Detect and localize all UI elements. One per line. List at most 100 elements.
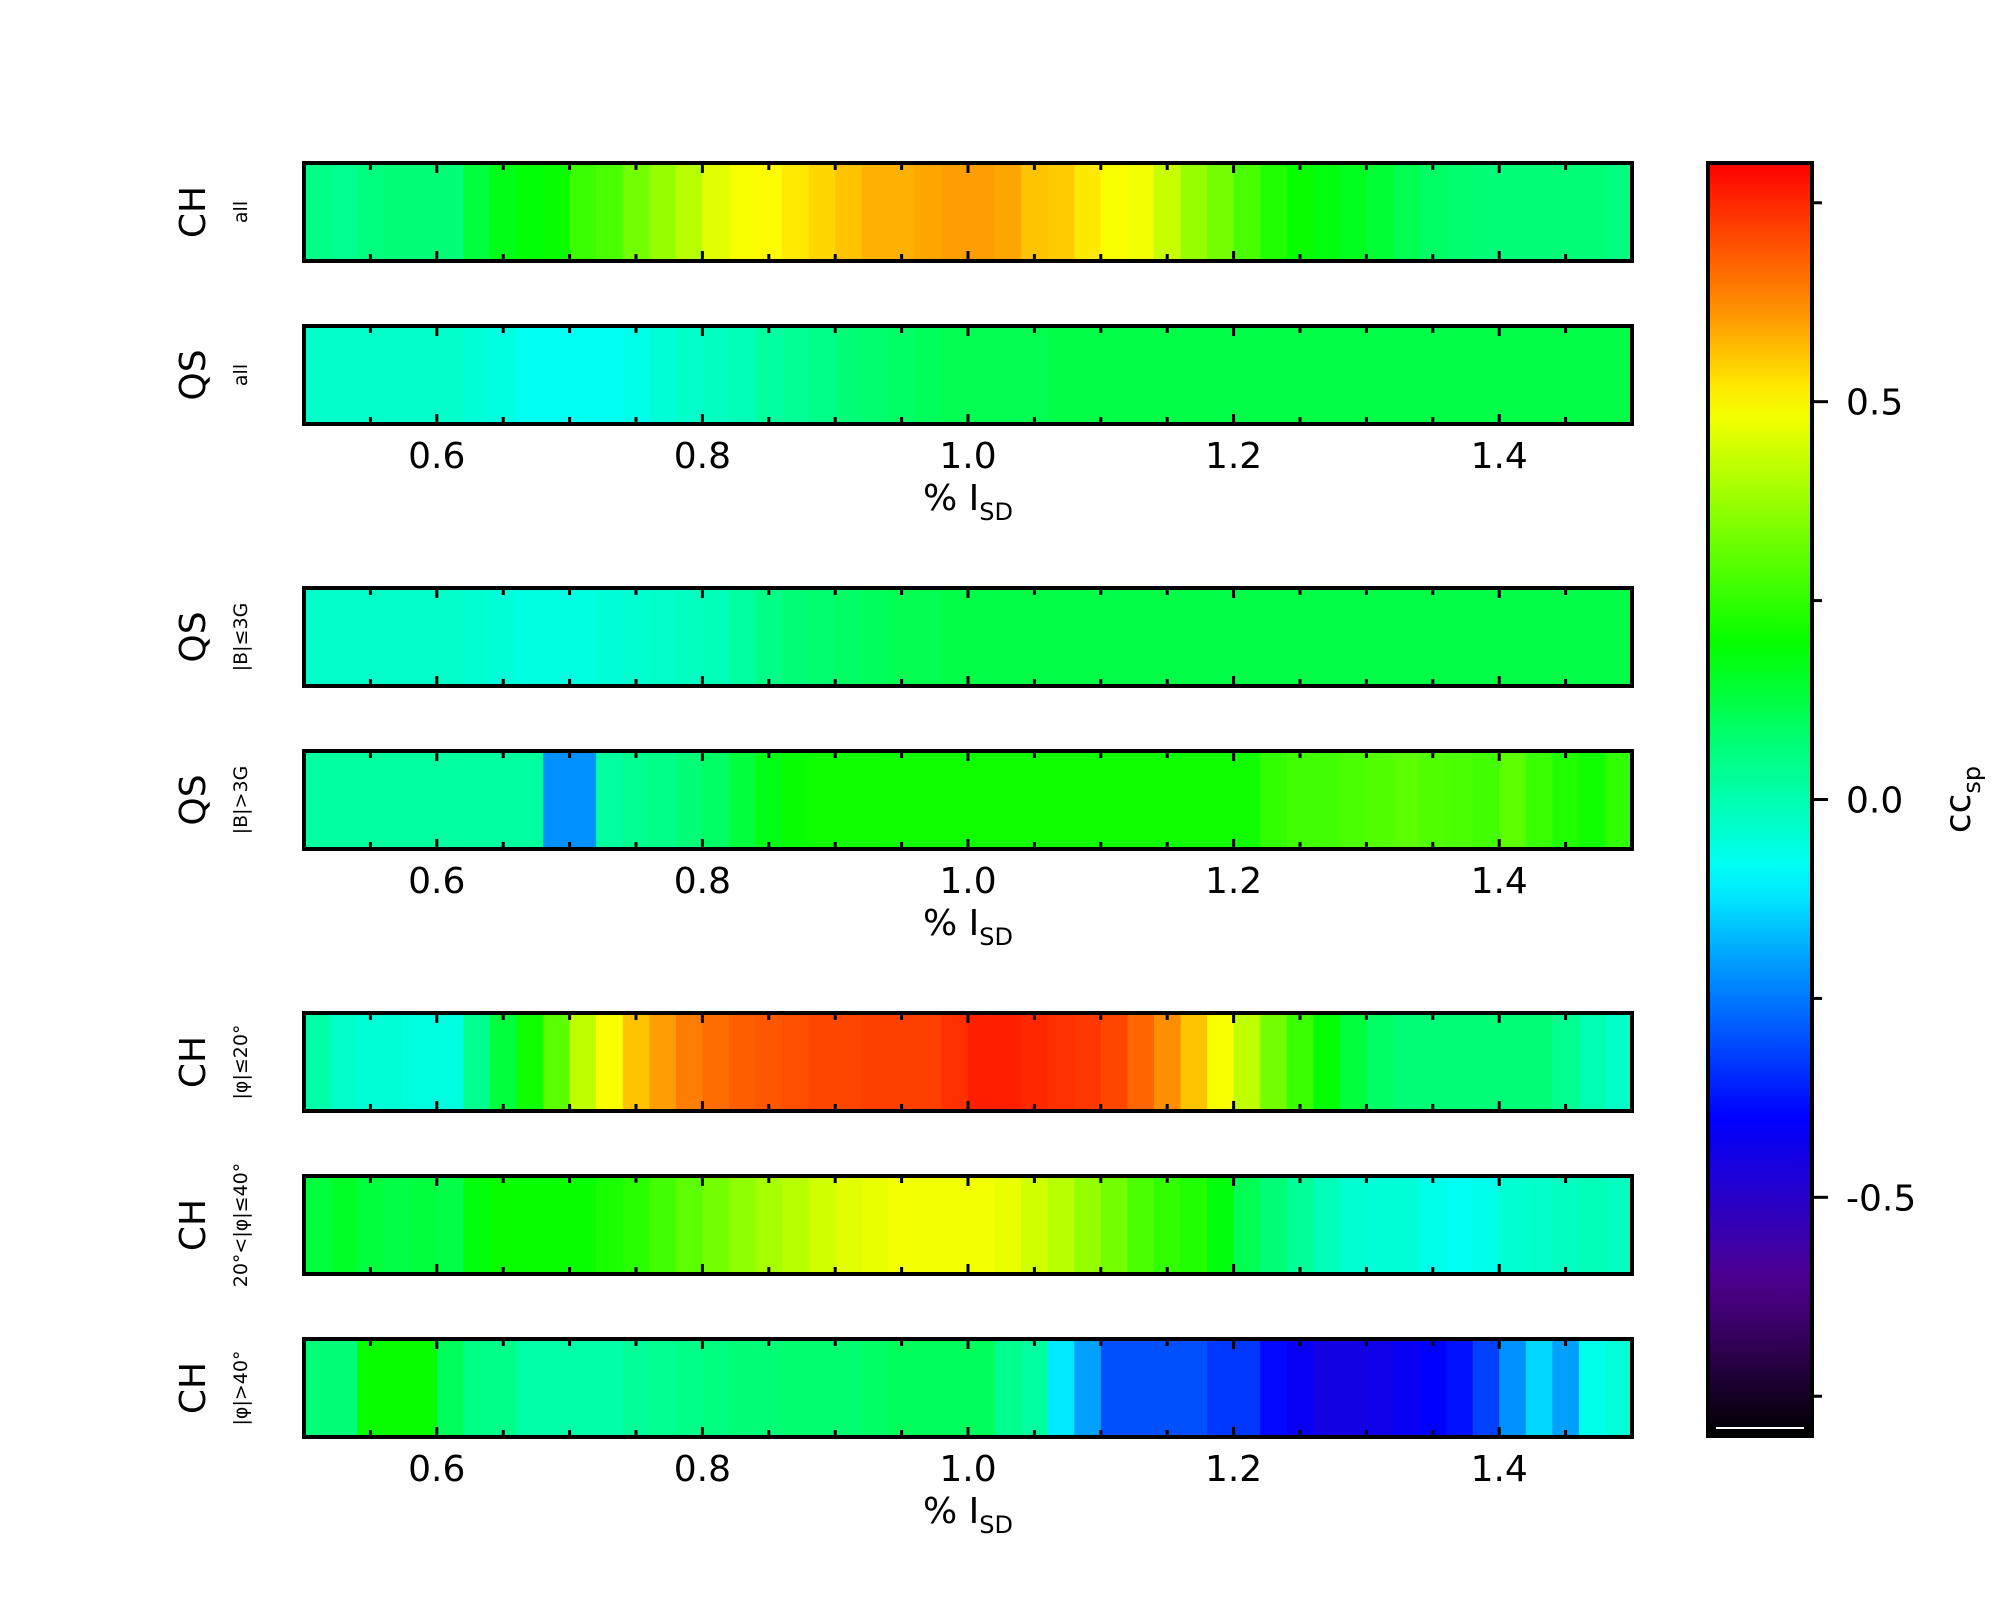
heatmap-cell <box>1525 588 1553 686</box>
heatmap-cell <box>1605 1013 1633 1111</box>
heatmap-cell <box>1260 1013 1288 1111</box>
heatmap-cell <box>994 751 1022 849</box>
heatmap-cell <box>1047 1339 1075 1437</box>
heatmap-cell <box>1153 163 1182 261</box>
heatmap-cell <box>1100 588 1128 686</box>
heatmap-row: CH all <box>173 161 1634 263</box>
heatmap-cell <box>410 163 438 261</box>
heatmap-cell <box>1021 163 1049 261</box>
heatmap-cell <box>1260 163 1288 261</box>
heatmap-cell <box>1233 326 1261 424</box>
heatmap-cell <box>1525 1176 1553 1274</box>
row-sublabel: |φ|>40° <box>230 1351 252 1426</box>
heatmap-cell <box>1127 1176 1155 1274</box>
x-tick-label: 1.4 <box>1471 861 1528 902</box>
heatmap-cell <box>1366 163 1394 261</box>
heatmap-cell <box>1074 1339 1102 1437</box>
heatmap-cell <box>489 751 518 849</box>
heatmap-cell <box>463 1013 491 1111</box>
heatmap-cell <box>622 588 650 686</box>
heatmap-cell <box>1499 1339 1527 1437</box>
heatmap-cell <box>543 1176 571 1274</box>
panel-frame <box>302 324 1634 426</box>
heatmap-cell <box>304 326 332 424</box>
heatmap-cell <box>888 588 916 686</box>
heatmap-cell <box>728 751 757 849</box>
heatmap-cell <box>702 588 730 686</box>
x-tick-label: 0.6 <box>408 436 465 477</box>
heatmap-cell <box>1392 326 1421 424</box>
heatmap-cell <box>516 1013 544 1111</box>
row-sublabel: all <box>230 364 252 386</box>
heatmap-cell <box>1153 326 1182 424</box>
colorbar-tick-label: -0.5 <box>1846 1178 1916 1219</box>
heatmap-cell <box>543 588 571 686</box>
heatmap-cell <box>569 1176 597 1274</box>
heatmap-cell <box>304 163 332 261</box>
heatmap-cell <box>1578 163 1607 261</box>
heatmap-cell <box>489 1013 518 1111</box>
heatmap-cell <box>1233 1339 1261 1437</box>
heatmap-cell <box>968 1176 996 1274</box>
panel-frame <box>302 161 1634 263</box>
heatmap-cell <box>383 751 411 849</box>
heatmap-cell <box>941 751 969 849</box>
heatmap-cell <box>516 1339 544 1437</box>
row-label: CH <box>173 186 214 238</box>
heatmap-cell <box>1605 588 1633 686</box>
colorbar: -0.5 0.0 0.5 ccsp <box>1706 161 1986 1438</box>
heatmap-cell <box>1260 1176 1288 1274</box>
heatmap-cell <box>675 1013 703 1111</box>
heatmap-cell <box>1127 163 1155 261</box>
heatmap-cell <box>1419 1339 1447 1437</box>
heatmap-cell <box>1578 1176 1607 1274</box>
heatmap-cell <box>782 1013 810 1111</box>
x-axis-label: % ISD <box>923 1491 1013 1539</box>
heatmap-cell <box>543 163 571 261</box>
heatmap-cell <box>1366 1176 1394 1274</box>
heatmap-cell <box>1578 588 1607 686</box>
row-sublabel: |B|>3G <box>230 766 252 835</box>
heatmap-cell <box>383 326 411 424</box>
x-tick-label: 0.6 <box>408 861 465 902</box>
heatmap-cell <box>436 163 464 261</box>
heatmap-cell <box>596 1013 624 1111</box>
heatmap-cell <box>1127 1013 1155 1111</box>
heatmap-cell <box>463 326 491 424</box>
heatmap-cell <box>888 1013 916 1111</box>
heatmap-cell <box>1127 751 1155 849</box>
heatmap-cell <box>914 588 943 686</box>
heatmap-cell <box>649 1339 677 1437</box>
heatmap-cell <box>861 1176 889 1274</box>
panel-frame <box>302 586 1634 688</box>
x-tick-label: 0.8 <box>674 1449 731 1490</box>
heatmap-cell <box>489 163 518 261</box>
heatmap-cell <box>835 163 863 261</box>
heatmap-cell <box>1021 1013 1049 1111</box>
heatmap-cell <box>1552 1176 1580 1274</box>
heatmap-cell <box>782 163 810 261</box>
heatmap-cell <box>1260 326 1288 424</box>
heatmap-cell <box>410 326 438 424</box>
heatmap-cell <box>888 1176 916 1274</box>
heatmap-cell <box>516 1176 544 1274</box>
heatmap-cell <box>1419 163 1447 261</box>
heatmap-cell <box>1286 1339 1314 1437</box>
x-tick-label: 0.8 <box>674 436 731 477</box>
heatmap-cell <box>330 163 358 261</box>
heatmap-cell <box>1207 751 1235 849</box>
panel-frame <box>302 749 1634 851</box>
heatmap-cell <box>1153 751 1182 849</box>
heatmap-cell <box>808 1013 836 1111</box>
heatmap-cell <box>755 1013 783 1111</box>
heatmap-cell <box>782 326 810 424</box>
heatmap-cell <box>543 1013 571 1111</box>
heatmap-cell <box>888 163 916 261</box>
heatmap-cell <box>1233 751 1261 849</box>
heatmap-cell <box>1127 326 1155 424</box>
colorbar-gradient <box>1708 163 1812 1436</box>
heatmap-cell <box>1472 163 1500 261</box>
heatmap-cell <box>1047 751 1075 849</box>
heatmap-cell <box>622 1013 650 1111</box>
heatmap-cell <box>1366 326 1394 424</box>
